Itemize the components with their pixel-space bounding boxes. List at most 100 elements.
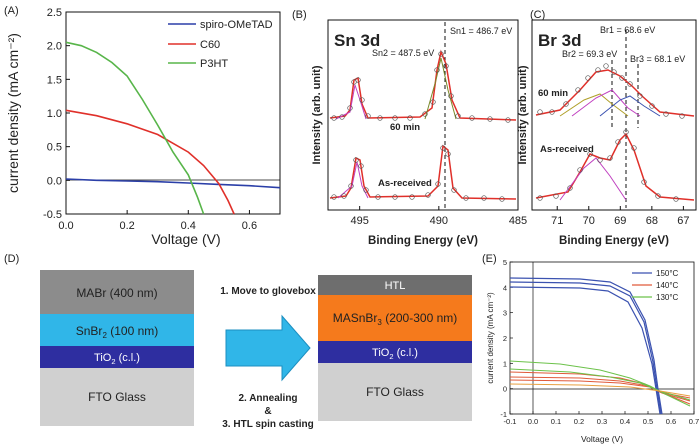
panel-d-diagram: MABr (400 nm) SnBr2 (100 nm) TiO2 (c.l.)…	[40, 270, 472, 430]
panel-e-chart: -1 0 1 2 3 4 5 -0.1 0.0 0.1 0.2 0.3 0.4 0.5 0.6 0.7 15…	[486, 258, 699, 444]
panel-a-legend: spiro-OMeTAD C60 P3HT	[168, 19, 273, 70]
panel-e-legend: 150°C 140°C 130°C	[632, 269, 679, 302]
br-60min-points	[537, 63, 685, 119]
panel-c-ylabel: Intensity (arb. unit)	[517, 65, 529, 164]
panel-a-series-line-1	[65, 109, 235, 215]
panel-e-letter: (E)	[482, 253, 497, 265]
br3-annotation: Br3 = 68.1 eV	[630, 54, 685, 64]
panel-e-ytick-label-5: 4	[503, 283, 507, 292]
layer-mabr-label: MABr (400 nm)	[76, 286, 157, 300]
layer-tio2-right	[318, 341, 472, 363]
step-amp-label: &	[264, 406, 271, 417]
e-legend-label-130: 130°C	[656, 293, 679, 302]
sn-60min-points	[331, 51, 511, 123]
panel-e-xtick-label-2: 0.1	[551, 417, 561, 426]
panel-b-xlabel: Binding Energy (eV)	[368, 235, 478, 247]
br-asreceived-label: As-received	[540, 144, 594, 155]
panel-a-series-line-0	[65, 178, 281, 189]
sn1-annotation: Sn1 = 486.7 eV	[450, 26, 512, 36]
e-130c-curve-3	[509, 383, 691, 397]
e-130c-curve-1	[509, 360, 691, 407]
e-150c-curve-1	[509, 277, 663, 415]
panel-e-xtick-label-4: 0.3	[597, 417, 607, 426]
panel-e-ytick-label-6: 5	[503, 258, 507, 267]
panel-e-xtick-label-1: 0.0	[528, 417, 538, 426]
panel-b-xtick-label-2: 485	[509, 215, 527, 227]
panel-e-xtick-label-7: 0.6	[666, 417, 676, 426]
panel-e-xtick-label-8: 0.7	[689, 417, 699, 426]
panel-e-ytick-label-4: 3	[503, 309, 507, 318]
sn-asreceived-points	[331, 145, 505, 202]
br1-annotation: Br1 = 68.6 eV	[600, 25, 655, 35]
layer-masnbr3	[318, 295, 472, 341]
panel-c-frame	[531, 19, 697, 211]
panel-a-xtick-label-2: 0.4	[181, 220, 196, 232]
layer-htl	[318, 275, 472, 295]
sn-asreceived-fit	[329, 144, 517, 200]
sn-60min-component-1	[335, 84, 367, 120]
panel-a-ytick-label-1: 0.0	[47, 175, 62, 187]
panel-b-ylabel: Intensity (arb. unit)	[311, 65, 323, 164]
sn2-annotation: Sn2 = 487.5 eV	[372, 48, 434, 58]
panel-a-ytick-label-3: 1.0	[47, 108, 62, 120]
e-140c-curve-1	[509, 371, 691, 405]
sn-asreceived-label: As-received	[378, 178, 432, 189]
sn-60min-component-2	[424, 57, 457, 120]
br-asreceived-points	[537, 129, 679, 202]
panel-e-ytick-label-0: -1	[500, 410, 507, 419]
panel-b-xtick-label-1: 490	[430, 215, 448, 227]
panel-b-chart: Sn 3d Sn1 = 486.7 eV Sn2 = 487.5 eV 60 m…	[311, 19, 527, 247]
layer-mabr	[40, 270, 194, 314]
panel-c-letter: (C)	[530, 9, 545, 21]
legend-label-p3ht: P3HT	[200, 58, 228, 70]
br2-annotation: Br2 = 69.3 eV	[562, 49, 617, 59]
panel-e-xtick-label-6: 0.5	[643, 417, 653, 426]
panel-e-ytick-label-3: 2	[503, 334, 507, 343]
panel-e-xtick-label-0: -0.1	[504, 417, 517, 426]
panel-c-xlabel: Binding Energy (eV)	[559, 235, 669, 247]
process-arrow	[225, 314, 311, 382]
panel-e-ytick-label-1: 0	[503, 385, 507, 394]
e-150c-curve-2	[509, 281, 662, 415]
panel-b-title: Sn 3d	[334, 31, 380, 50]
panel-c-xtick-label-4: 67	[677, 215, 689, 227]
panel-b-frame	[327, 19, 519, 211]
panel-a-letter: (A)	[4, 5, 19, 17]
legend-label-spiro: spiro-OMeTAD	[200, 19, 273, 31]
panel-e-ytick-label-2: 1	[503, 359, 507, 368]
layer-masnbr3-label: MASnBr3 (200-300 nm)	[333, 311, 458, 327]
panel-a-ylabel: current density (mA cm⁻²)	[5, 33, 21, 193]
panel-a-ytick-label-2: 0.5	[47, 142, 62, 154]
e-legend-label-140: 140°C	[656, 281, 679, 290]
e-legend-label-150: 150°C	[656, 269, 679, 278]
step-1-label: 1. Move to glovebox	[220, 286, 316, 297]
panel-b-letter: (B)	[292, 9, 307, 21]
step-2-label: 2. Annealing	[238, 393, 297, 404]
panel-d-letter: (D)	[4, 253, 19, 265]
e-150c-curve-3	[509, 286, 661, 415]
layer-tio2-left	[40, 346, 194, 368]
sn-60min-fit	[329, 49, 517, 121]
layer-tio2-right-label: TiO2 (c.l.)	[372, 347, 418, 361]
e-130c-curve-2	[509, 368, 691, 401]
panel-a-xtick-label-0: 0.0	[58, 220, 73, 232]
layer-fto-right	[318, 363, 472, 421]
br-60min-label: 60 min	[538, 88, 568, 99]
layer-fto-left-label: FTO Glass	[88, 390, 146, 404]
br-asreceived-component	[559, 157, 627, 201]
layer-fto-left	[40, 368, 194, 426]
panel-c-xtick-label-1: 70	[583, 215, 595, 227]
legend-label-c60: C60	[200, 39, 220, 51]
panel-a-ytick-label-0: -0.5	[43, 209, 62, 221]
step-3-label: 3. HTL spin casting	[222, 419, 314, 430]
br-60min-component-1	[559, 93, 629, 117]
br-60min-component-3	[599, 95, 661, 117]
sn-60min-label: 60 min	[390, 122, 420, 133]
panel-c-title: Br 3d	[538, 31, 581, 50]
panel-c-xtick-label-3: 68	[646, 215, 658, 227]
layer-fto-right-label: FTO Glass	[366, 385, 424, 399]
layer-snbr2	[40, 314, 194, 346]
layer-htl-label: HTL	[385, 280, 406, 292]
panel-a-frame	[65, 11, 281, 215]
